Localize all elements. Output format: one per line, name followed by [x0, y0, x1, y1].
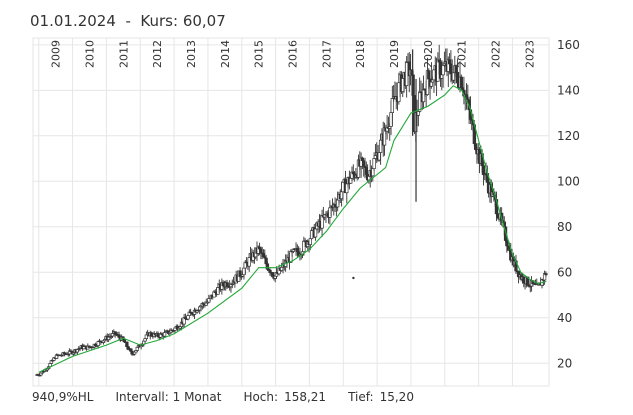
chart-header: 01.01.2024 - Kurs: 60,07	[30, 12, 226, 30]
chart-footer: 940,9%HL Intervall: 1 Monat Hoch: 158,21 Tie…	[32, 390, 414, 404]
quote-date: 01.01.2024	[30, 12, 116, 30]
candle-body	[162, 332, 167, 337]
header-separator: -	[125, 12, 131, 30]
grid-layer	[32, 37, 550, 387]
moving-average-layer	[38, 85, 547, 373]
candle	[544, 271, 548, 277]
high-label: Hoch:	[243, 390, 279, 404]
y-tick-label: 160	[557, 38, 580, 52]
x-tick-label: 2020	[422, 40, 435, 68]
x-tick-label: 2013	[185, 40, 198, 68]
x-tick-label: 2022	[490, 40, 503, 68]
candle-body	[427, 70, 431, 80]
candle-body	[522, 276, 526, 284]
price-label: Kurs:	[140, 12, 179, 30]
y-tick-label: 80	[557, 220, 572, 234]
interval-label: Intervall: 1 Monat	[115, 390, 222, 404]
candle-body	[544, 273, 548, 276]
low-value: 15,20	[379, 390, 414, 404]
price-value: 60,07	[182, 12, 226, 30]
candle-body	[341, 181, 345, 193]
x-tick-label: 2014	[219, 40, 232, 68]
y-tick-label: 40	[557, 311, 572, 325]
x-tick-label: 2015	[253, 40, 266, 68]
y-tick-label: 60	[557, 265, 572, 279]
stray-point	[352, 276, 355, 280]
performance-value: 940,9%HL	[32, 390, 94, 404]
candle-body	[429, 81, 434, 87]
x-tick-label: 2009	[50, 40, 63, 68]
y-tick-label: 140	[557, 83, 580, 97]
moving-average-line	[38, 85, 547, 373]
y-tick-label: 20	[557, 356, 572, 370]
candle-layer	[35, 44, 548, 377]
x-tick-label: 2011	[117, 40, 130, 68]
y-tick-label: 100	[557, 174, 580, 188]
plot-frame	[32, 37, 550, 387]
y-tick-label: 120	[557, 129, 580, 143]
axis-layer: 2009 2010 2011 2012 2013 2014 2015 2016 2017 2018…	[50, 38, 580, 370]
x-tick-label: 2010	[84, 40, 97, 68]
candle-body	[378, 139, 383, 153]
candle-body	[372, 158, 376, 170]
x-tick-label: 2016	[287, 40, 300, 68]
x-tick-label: 2023	[523, 40, 536, 68]
x-tick-label: 2017	[320, 40, 333, 68]
x-tick-label: 2019	[388, 40, 401, 68]
x-tick-label: 2018	[354, 40, 367, 68]
high-value: 158,21	[284, 390, 327, 404]
low-label: Tief:	[348, 390, 374, 404]
x-tick-label: 2012	[151, 40, 164, 68]
x-tick-label: 2021	[456, 40, 469, 68]
